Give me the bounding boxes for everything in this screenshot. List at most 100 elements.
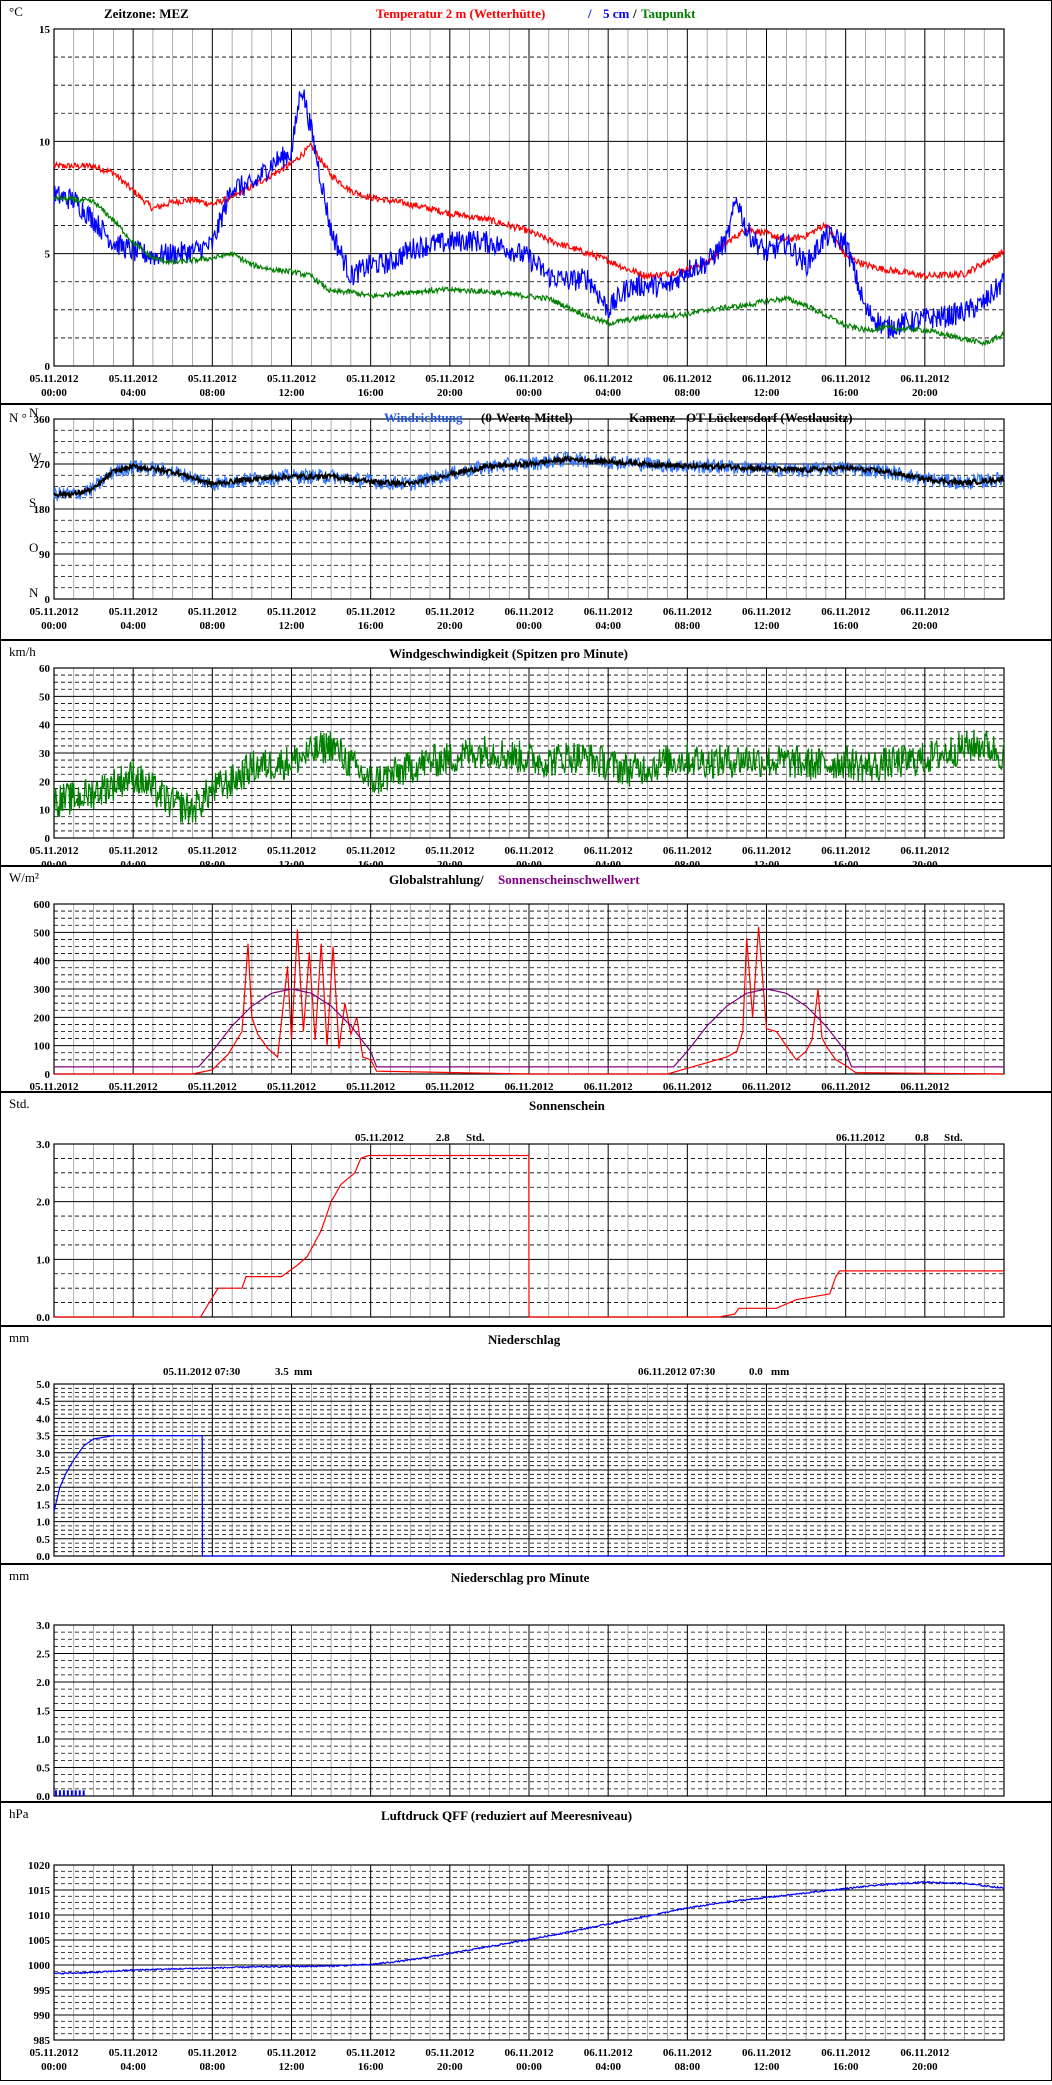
x-tick-date: 06.11.2012 (821, 1081, 870, 1091)
wind-speed-panel: 0 10 20 30 40 50 60 km/h Windgeschwindigkeit (Sp… (0, 640, 1052, 871)
x-tick-date: 06.11.2012 (505, 373, 554, 385)
temperature-title-part: Temperatur 2 m (Wetterhütte) (376, 6, 545, 21)
y-tick-label: 3.0 (36, 1620, 50, 1632)
x-tick-date: 05.11.2012 (267, 845, 316, 857)
x-tick-time: 20:00 (912, 2061, 938, 2073)
x-tick-date: 05.11.2012 (346, 1324, 395, 1325)
x-tick-date: 05.11.2012 (425, 373, 474, 385)
temperature-series-line (53, 141, 1005, 281)
annotation-date: 05.11.2012 07:30 (163, 1366, 241, 1378)
y-tick-label: 270 (34, 459, 51, 471)
y-tick-label: 1010 (28, 1910, 51, 1922)
x-tick-date: 06.11.2012 (900, 606, 949, 618)
global-radiation-unit-label: W/m² (9, 870, 39, 885)
precipitation-chart: 0.0 0.5 1.0 1.5 2.0 2.5 3.0 3.5 4.0 4.5 5.0 mm Niede… (9, 1330, 1005, 1589)
temperature-unit-label: °C (9, 4, 23, 19)
precipitation-per-minute-bar (70, 1790, 73, 1796)
y-tick-label: 2.5 (36, 1465, 50, 1477)
x-tick-date: 05.11.2012 (109, 845, 158, 857)
x-tick-date: 05.11.2012 (30, 606, 79, 618)
x-tick-date: 05.11.2012 (425, 1324, 474, 1325)
x-tick-date: 05.11.2012 (346, 606, 395, 618)
air-pressure-grid (53, 1864, 1005, 2041)
x-tick-date: 06.11.2012 (900, 373, 949, 385)
temperature-title-part: / (587, 6, 592, 21)
x-tick-time: 00:00 (516, 859, 542, 865)
x-tick-date: 06.11.2012 (742, 845, 791, 857)
wind-direction-panel: 0 90 180 270 360 N W S O N Windrichtung (0-Werte-M… (0, 404, 1052, 640)
temperature-title-part: Taupunkt (641, 6, 696, 21)
x-tick-date: 06.11.2012 (900, 845, 949, 857)
x-tick-time: 16:00 (833, 2061, 859, 2073)
x-tick-date: 05.11.2012 (267, 1324, 316, 1325)
x-tick-date: 06.11.2012 (821, 1324, 870, 1325)
temperature-title-part: / (632, 6, 637, 21)
global-radiation-series-line (54, 988, 1004, 1068)
x-tick-time: 12:00 (279, 387, 305, 399)
x-tick-date: 05.11.2012 (346, 2047, 395, 2059)
y-tick-label: 0.0 (36, 1312, 50, 1324)
y-tick-label: 600 (34, 899, 51, 911)
y-tick-label: 2.0 (36, 1482, 50, 1494)
sunshine-panel: 0.0 1.0 2.0 3.0 Std. Sonnenschein 05.11.2012 2.… (0, 1092, 1052, 1350)
x-tick-date: 06.11.2012 (742, 373, 791, 385)
precipitation-per-minute-bar (66, 1790, 69, 1796)
x-tick-date: 05.11.2012 (188, 606, 237, 618)
temperature-series-line (53, 89, 1005, 339)
x-tick-date: 06.11.2012 (742, 1324, 791, 1325)
x-tick-time: 00:00 (516, 387, 542, 399)
x-tick-date: 06.11.2012 (821, 845, 870, 857)
x-tick-date: 06.11.2012 (663, 1081, 712, 1091)
y-tick-label: 1.5 (36, 1499, 50, 1511)
x-tick-time: 12:00 (279, 859, 305, 865)
compass-label: O (29, 540, 38, 555)
y-tick-label: 1.0 (36, 1254, 50, 1266)
x-tick-date: 06.11.2012 (742, 1081, 791, 1091)
x-tick-date: 05.11.2012 (346, 1081, 395, 1091)
x-tick-time: 04:00 (595, 387, 621, 399)
global-radiation-panel: 0 100 200 300 400 500 600 W/m² Globalstrahlung/ … (0, 866, 1052, 1107)
x-tick-time: 08:00 (674, 859, 700, 865)
x-tick-date: 05.11.2012 (30, 1324, 79, 1325)
x-tick-time: 12:00 (754, 859, 780, 865)
x-tick-time: 12:00 (754, 620, 780, 632)
precipitation-per-minute-panel: 0.0 0.5 1.0 1.5 2.0 2.5 3.0 mm Niederschlag pro … (0, 1564, 1052, 1829)
y-tick-label: 990 (34, 2010, 51, 2022)
x-tick-date: 05.11.2012 (346, 845, 395, 857)
annotation-date: 05.11.2012 (355, 1132, 404, 1144)
wind-direction-series-line (53, 454, 1005, 500)
y-tick-label: 2.0 (36, 1677, 50, 1689)
y-tick-label: 3.5 (36, 1431, 50, 1443)
precipitation-unit-label: mm (9, 1330, 29, 1345)
x-tick-date: 06.11.2012 (584, 1324, 633, 1325)
x-tick-time: 04:00 (120, 2061, 146, 2073)
x-tick-date: 05.11.2012 (346, 373, 395, 385)
global-radiation-title-part: Globalstrahlung/ (389, 872, 484, 887)
x-tick-time: 20:00 (437, 2061, 463, 2073)
x-tick-time: 20:00 (912, 859, 938, 865)
precipitation-grid (53, 1383, 1005, 1557)
y-tick-label: 90 (39, 549, 51, 561)
y-tick-label: 0.0 (36, 1551, 50, 1563)
precipitation-series-line (53, 1435, 1004, 1557)
x-tick-time: 08:00 (199, 859, 225, 865)
x-tick-date: 05.11.2012 (425, 845, 474, 857)
temperature-grid (53, 28, 1005, 367)
x-tick-time: 04:00 (595, 620, 621, 632)
x-tick-time: 20:00 (912, 620, 938, 632)
y-tick-label: 10 (39, 136, 51, 148)
global-radiation-title-part: Sonnenscheinschwellwert (498, 872, 640, 887)
global-radiation-grid (53, 903, 1005, 1075)
y-tick-label: 20 (39, 776, 51, 788)
y-tick-label: 2.5 (36, 1649, 50, 1661)
x-tick-time: 08:00 (674, 620, 700, 632)
air-pressure-chart: 985 990 995 1000 1005 1010 1015 1020 hPa Luftdruc… (9, 1806, 1005, 2073)
y-tick-label: 180 (34, 504, 51, 516)
x-tick-date: 06.11.2012 (505, 606, 554, 618)
x-tick-date: 06.11.2012 (505, 2047, 554, 2059)
x-tick-time: 16:00 (833, 859, 859, 865)
x-tick-time: 00:00 (41, 620, 67, 632)
y-tick-label: 0 (45, 1069, 51, 1081)
